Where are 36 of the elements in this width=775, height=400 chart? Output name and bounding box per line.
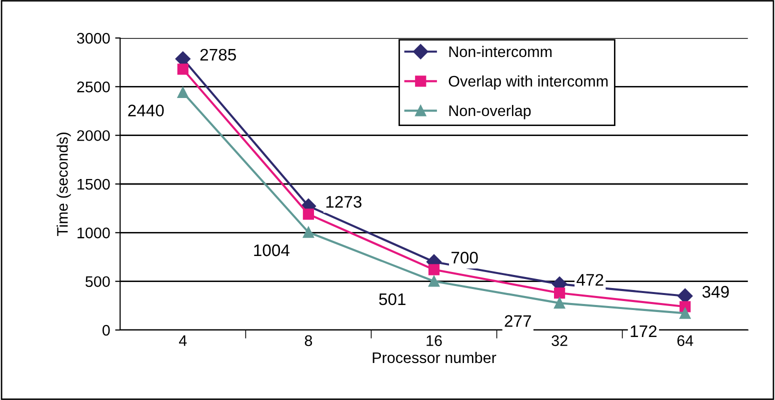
x-tick-label: 32	[552, 335, 568, 346]
data-label: 2785	[200, 48, 236, 61]
y-tick-label: 1500	[78, 178, 110, 190]
data-label: 277	[504, 315, 531, 327]
point	[177, 86, 188, 98]
legend-label: Non-intercomm	[449, 46, 552, 58]
data-label: 2440	[128, 104, 164, 116]
x-tick-label: 64	[677, 335, 694, 346]
y-tick-label: 500	[86, 276, 110, 288]
point	[302, 226, 314, 238]
point	[428, 276, 440, 287]
point	[428, 264, 440, 276]
data-label: 1004	[254, 244, 290, 256]
point	[554, 287, 566, 299]
data-label: 349	[702, 286, 729, 298]
legend-label: Overlap with intercomm	[448, 75, 608, 90]
y-tick-label: 2000	[77, 130, 110, 142]
y-tick-label: 0	[102, 324, 110, 336]
y-tick-label: 1000	[78, 228, 110, 238]
point	[680, 308, 691, 319]
legend-label: Non-overlap	[449, 104, 531, 120]
x-tick-label: 8	[304, 335, 312, 346]
point	[554, 297, 566, 309]
x-tick-label: 16	[426, 335, 442, 346]
x-tick-label: 4	[179, 335, 187, 346]
y-tick-label: 3000	[77, 32, 110, 44]
y-axis-title: Time (seconds)	[56, 132, 71, 236]
data-label: 172	[630, 325, 657, 338]
data-label: 472	[576, 274, 604, 286]
data-label: 1273	[326, 196, 362, 208]
x-axis-title: Processor number	[372, 352, 496, 364]
data-label: 700	[452, 252, 478, 264]
data-label: 501	[379, 293, 406, 306]
point	[302, 208, 314, 220]
y-tick-label: 2500	[77, 82, 110, 92]
point	[177, 64, 188, 75]
